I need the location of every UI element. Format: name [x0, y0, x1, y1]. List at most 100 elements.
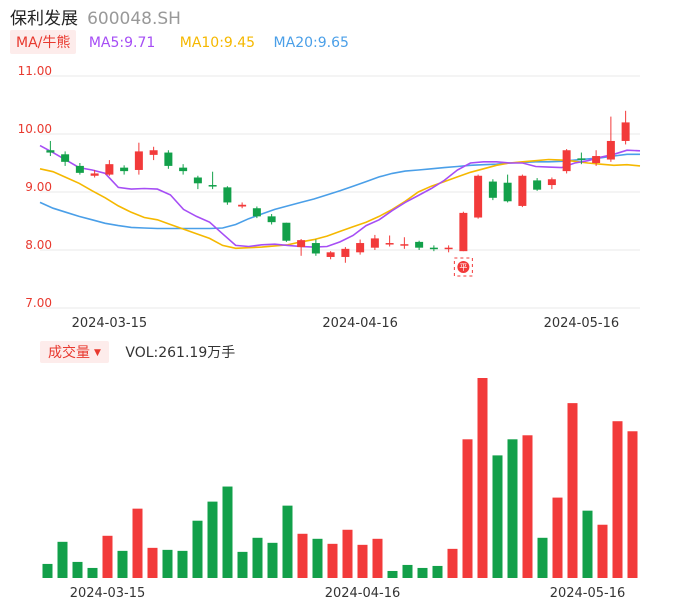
candle	[90, 169, 99, 178]
ma-toggle-button[interactable]: MA/牛熊	[10, 30, 77, 54]
candle	[223, 186, 232, 205]
ma20-label: MA20:9.65	[273, 35, 349, 51]
volume-bar	[312, 538, 323, 578]
candle	[356, 239, 365, 255]
candle-body	[326, 252, 335, 257]
stock-code: 600048.SH	[87, 9, 181, 29]
volume-bar	[117, 550, 128, 578]
x-tick-label: 2024-03-15	[70, 586, 146, 601]
volume-bar	[387, 570, 398, 578]
candle	[577, 152, 586, 165]
y-tick-label: 8.00	[25, 238, 52, 252]
candle-body	[606, 140, 615, 160]
candle	[193, 175, 202, 190]
volume-bar	[177, 550, 188, 578]
volume-bar	[42, 563, 53, 578]
y-tick-label: 7.00	[25, 296, 52, 310]
candle-body	[179, 167, 188, 172]
candle	[385, 235, 394, 247]
stock-header: 保利发展 600048.SH	[10, 4, 181, 29]
candle	[518, 174, 527, 208]
volume-bar	[477, 378, 488, 578]
candle-body	[193, 177, 202, 184]
candle-body	[356, 243, 365, 253]
candle	[562, 149, 571, 174]
volume-bar	[237, 551, 248, 578]
ma10-label: MA10:9.45	[179, 35, 256, 51]
candle	[621, 110, 630, 145]
candle-body	[415, 241, 424, 248]
ma5-line	[39, 144, 641, 248]
candle-body	[311, 243, 320, 254]
candle	[267, 214, 276, 225]
candle	[149, 146, 158, 161]
candle	[75, 163, 84, 175]
candle-body	[592, 156, 601, 163]
candle	[459, 211, 468, 252]
candle	[282, 222, 291, 242]
candle-body	[208, 185, 217, 187]
volume-bar	[417, 567, 428, 578]
volume-bar	[192, 520, 203, 578]
candle-body	[120, 167, 129, 172]
y-tick-label: 9.00	[25, 180, 52, 194]
candle-body	[90, 173, 99, 176]
volume-bar	[357, 544, 368, 578]
candle-body	[252, 208, 261, 217]
candle	[164, 150, 173, 169]
candle	[503, 174, 512, 203]
volume-bars	[42, 378, 638, 578]
volume-bar	[462, 439, 473, 578]
candle	[208, 171, 217, 190]
candle-body	[444, 247, 453, 250]
candle-body	[547, 179, 556, 186]
volume-bar	[72, 561, 83, 578]
ma10-line	[39, 158, 641, 250]
candle	[429, 245, 438, 252]
y-tick-label: 11.00	[18, 64, 52, 78]
candle-body	[134, 151, 143, 170]
candle	[400, 237, 409, 249]
candle-body	[75, 165, 84, 173]
volume-bar	[627, 431, 638, 578]
candle	[311, 239, 320, 256]
candle-body	[488, 181, 497, 198]
candle	[61, 151, 70, 166]
candle	[533, 178, 542, 191]
volume-bar	[597, 524, 608, 578]
x-tick-label: 2024-05-16	[544, 316, 620, 331]
candle-body	[562, 150, 571, 172]
volume-bar	[222, 486, 233, 578]
volume-bar	[57, 541, 68, 578]
candle-body	[46, 150, 55, 153]
volume-legend: 成交量 ▼ VOL:261.19万手	[40, 341, 235, 363]
candle	[46, 140, 55, 157]
volume-bar	[267, 542, 278, 578]
volume-bar	[297, 533, 308, 578]
volume-bar	[372, 538, 383, 578]
stock-name: 保利发展	[10, 9, 78, 29]
volume-bar	[162, 549, 173, 578]
x-tick-label: 2024-03-15	[72, 316, 148, 331]
volume-bar	[522, 435, 533, 578]
x-tick-label: 2024-05-16	[550, 586, 626, 601]
volume-bar	[612, 421, 623, 578]
candle-body	[370, 238, 379, 248]
candle	[326, 251, 335, 260]
candle	[606, 116, 615, 162]
volume-bar	[447, 548, 458, 578]
candle	[370, 234, 379, 250]
volume-bar	[492, 455, 503, 578]
candle	[474, 174, 483, 219]
candle-body	[164, 152, 173, 166]
candle-body	[429, 247, 438, 250]
candle-body	[385, 243, 394, 245]
x-tick-label: 2024-04-16	[325, 586, 401, 601]
candle	[547, 177, 556, 190]
candle-body	[503, 182, 512, 202]
volume-x-axis: 2024-03-15 2024-04-16 2024-05-16	[70, 586, 626, 601]
volume-value-label: VOL:261.19万手	[125, 345, 236, 361]
volume-bar	[402, 564, 413, 578]
volume-toggle-button[interactable]: 成交量 ▼	[40, 341, 109, 363]
